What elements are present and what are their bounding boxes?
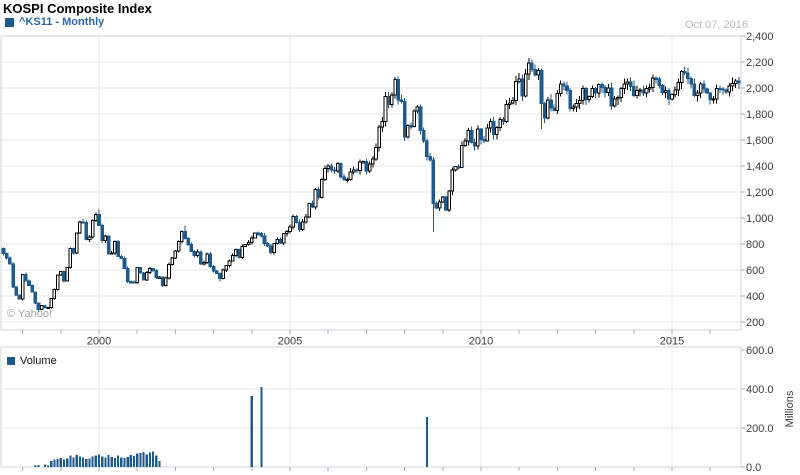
svg-text:200.0: 200.0 bbox=[746, 423, 774, 435]
quote-date: Oct 07, 2016 bbox=[685, 19, 748, 31]
svg-text:2,000: 2,000 bbox=[746, 83, 774, 95]
svg-text:2015: 2015 bbox=[660, 336, 684, 348]
svg-text:800: 800 bbox=[746, 239, 764, 251]
svg-text:600.0: 600.0 bbox=[746, 345, 774, 357]
svg-text:200: 200 bbox=[746, 317, 764, 329]
series-swatch-icon bbox=[5, 17, 14, 27]
svg-text:400: 400 bbox=[746, 291, 764, 303]
svg-text:2010: 2010 bbox=[469, 336, 493, 348]
svg-text:2,200: 2,200 bbox=[746, 57, 774, 69]
svg-text:2,400: 2,400 bbox=[746, 31, 774, 43]
svg-text:400.0: 400.0 bbox=[746, 384, 774, 396]
svg-text:2000: 2000 bbox=[87, 336, 111, 348]
svg-text:2005: 2005 bbox=[278, 336, 302, 348]
svg-text:1,600: 1,600 bbox=[746, 135, 774, 147]
series-legend-label: ^KS11 - Monthly bbox=[19, 16, 105, 28]
volume-legend[interactable]: Volume bbox=[7, 355, 57, 367]
svg-text:0.0: 0.0 bbox=[746, 462, 761, 474]
svg-text:1,400: 1,400 bbox=[746, 161, 774, 173]
volume-legend-label: Volume bbox=[20, 355, 57, 367]
svg-text:1,000: 1,000 bbox=[746, 213, 774, 225]
volume-swatch-icon bbox=[7, 357, 15, 365]
svg-text:1,800: 1,800 bbox=[746, 109, 774, 121]
volume-unit-label: Millions bbox=[784, 390, 796, 428]
yahoo-watermark: © Yahoo! bbox=[7, 308, 53, 320]
series-legend[interactable]: ^KS11 - Monthly bbox=[5, 16, 104, 28]
svg-text:600: 600 bbox=[746, 265, 764, 277]
svg-text:1,200: 1,200 bbox=[746, 187, 774, 199]
page-title: KOSPI Composite Index bbox=[3, 1, 152, 16]
